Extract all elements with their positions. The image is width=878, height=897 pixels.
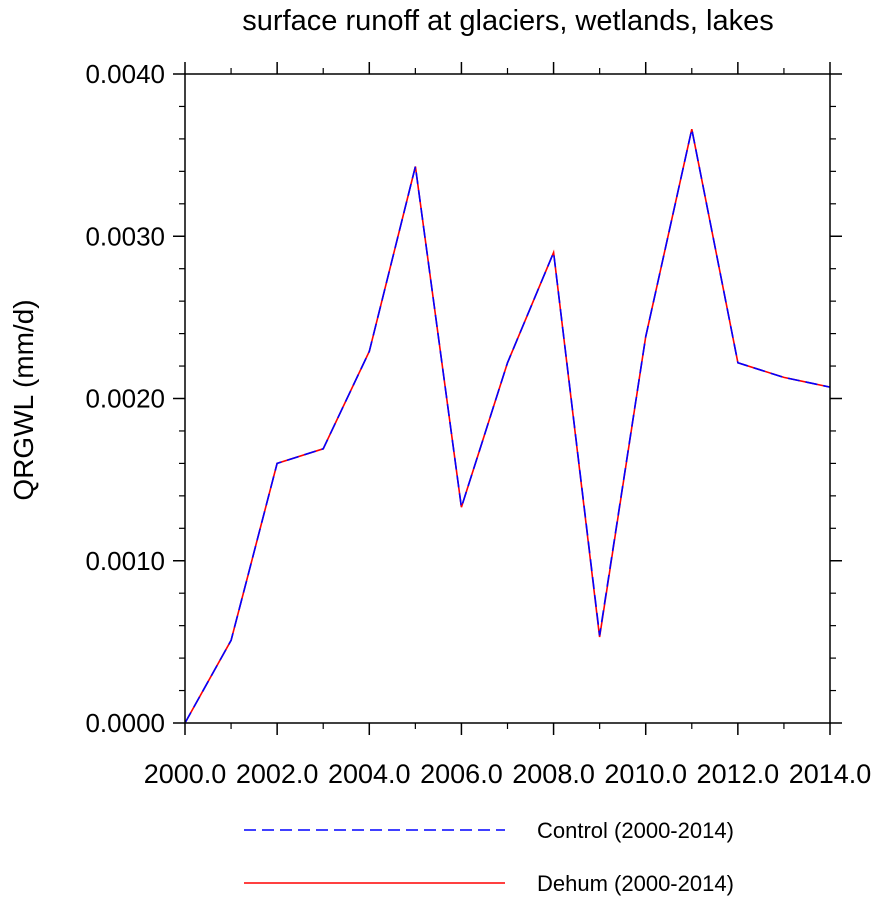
y-tick-label: 0.0030: [85, 221, 165, 251]
legend: Control (2000-2014) Dehum (2000-2014): [244, 818, 734, 896]
legend-label: Control (2000-2014): [537, 818, 734, 843]
chart-title: surface runoff at glaciers, wetlands, la…: [242, 5, 773, 37]
series-line-control: [184, 129, 831, 724]
legend-label: Dehum (2000-2014): [537, 871, 734, 896]
axis-ticks: [173, 62, 842, 735]
x-tick-label: 2002.0: [236, 759, 319, 789]
y-tick-label: 0.0040: [85, 59, 165, 89]
series-lines: [184, 129, 831, 724]
plot-frame: [184, 73, 831, 724]
y-tick-label: 0.0000: [85, 708, 165, 738]
x-tick-label: 2010.0: [604, 759, 687, 789]
tick-labels: 2000.0 2002.0 2004.0 2006.0 2008.0 2010.0 2012…: [85, 59, 871, 789]
x-tick-label: 2014.0: [789, 759, 872, 789]
y-tick-label: 0.0010: [85, 546, 165, 576]
x-tick-label: 2000.0: [144, 759, 227, 789]
y-tick-label: 0.0020: [85, 384, 165, 414]
x-tick-label: 2006.0: [420, 759, 503, 789]
x-tick-label: 2004.0: [328, 759, 411, 789]
y-axis-label: QRGWL (mm/d): [8, 299, 39, 500]
x-tick-label: 2012.0: [697, 759, 780, 789]
x-tick-label: 2008.0: [512, 759, 595, 789]
series-line-dehum: [184, 129, 831, 724]
